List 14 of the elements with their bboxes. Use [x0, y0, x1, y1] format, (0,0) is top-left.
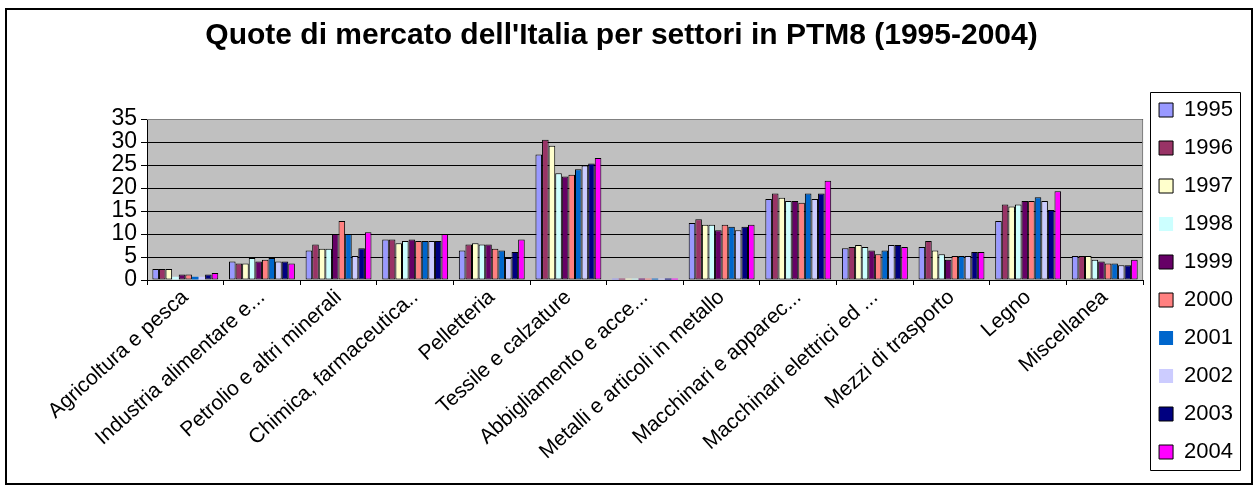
legend-label: 2002	[1184, 362, 1234, 388]
legend-label: 2003	[1184, 400, 1234, 426]
legend-label: 1995	[1184, 96, 1234, 122]
bar	[198, 276, 206, 280]
legend-label: 2004	[1184, 438, 1234, 464]
legend-label: 2001	[1184, 324, 1234, 350]
bar	[172, 276, 179, 280]
legend-label: 1998	[1184, 210, 1234, 236]
chart-title: Quote di mercato dell'Italia per settori in PTM8 (1995-2004)	[205, 17, 1038, 51]
legend-label: 1996	[1184, 134, 1234, 160]
legend-label: 1999	[1184, 248, 1234, 274]
legend-label: 2000	[1184, 286, 1234, 312]
legend-label: 1997	[1184, 172, 1234, 198]
bar	[191, 276, 199, 280]
